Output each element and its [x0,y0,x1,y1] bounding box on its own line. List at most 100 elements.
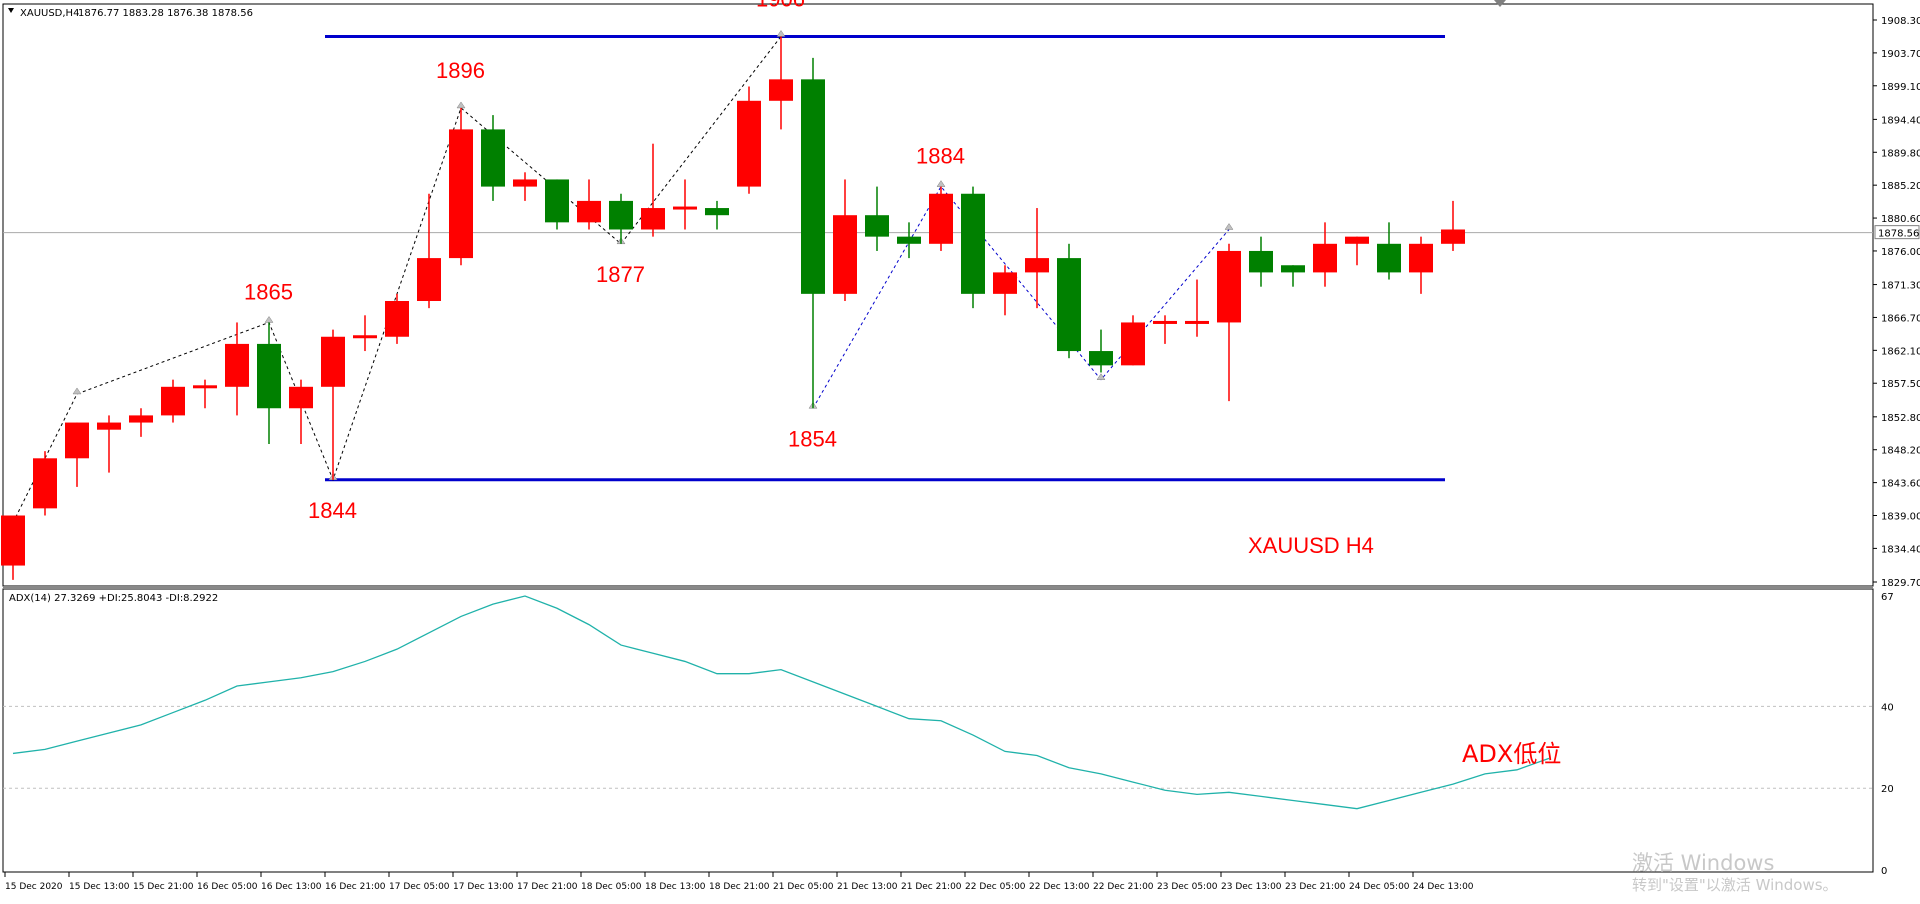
last-price-badge [1874,225,1920,240]
candle-body [833,215,857,294]
candle-body [161,386,185,416]
candle-body [513,179,537,187]
time-axis-label: 22 Dec 21:00 [1093,882,1154,892]
chart-scroll-marker-icon[interactable] [1494,0,1506,7]
time-axis-label: 21 Dec 05:00 [773,882,834,892]
collapse-triangle-icon[interactable] [8,8,14,13]
time-axis-label: 18 Dec 13:00 [645,882,706,892]
price-axis-label: 1857.50 [1881,379,1920,390]
candle-body [1217,250,1241,323]
price-axis-label: 1866.70 [1881,313,1920,324]
last-price-value: 1878.56 [1878,229,1919,240]
swing-price-label: 1865 [244,280,293,305]
time-axis-label: 21 Dec 13:00 [837,882,898,892]
candle-body [1377,243,1401,273]
time-axis-label: 21 Dec 21:00 [901,882,962,892]
windows-activation-hint: 转到"设置"以激活 Windows。 [1632,876,1838,894]
windows-activation-title: 激活 Windows [1632,851,1775,875]
swing-price-label: 1844 [308,498,357,523]
candle-body [1089,351,1113,366]
candle-body [737,100,761,187]
price-axis-label: 1876.00 [1881,247,1920,258]
swing-price-label: 1906 [756,0,805,11]
price-layer: 1865 1896 1906 1884 1877 1844 1854 [1,0,1873,580]
price-axis-label: 1903.70 [1881,49,1920,60]
price-panel-frame [2,3,1874,587]
price-axis-label: 1899.10 [1881,82,1920,93]
time-axis-label: 22 Dec 05:00 [965,882,1026,892]
candle-body [129,415,153,423]
candle-body [673,206,697,210]
candle-body [961,193,985,294]
chart-watermark-symbol: XAUUSD H4 [1248,533,1374,558]
candle-body [609,200,633,230]
candle-body [801,79,825,294]
candle-body [865,215,889,237]
candle-body [1121,322,1145,366]
candle-body [705,208,729,216]
time-axis-label: 16 Dec 05:00 [197,882,258,892]
candle-body [897,236,921,244]
zigzag-vertex-marker [1096,373,1106,380]
adx-layer [3,595,1873,810]
adx-axis-label: 20 [1881,784,1894,795]
candle-body [225,343,249,387]
candle-body [577,200,601,223]
candle-body [1025,258,1049,273]
adx-axis-label: 40 [1881,702,1894,713]
time-axis-label: 22 Dec 13:00 [1029,882,1090,892]
indicator-panel-frame [2,588,1874,873]
candle-body [1249,250,1273,273]
price-axis-label: 1871.30 [1881,281,1920,292]
price-axis-label: 1848.20 [1881,446,1920,457]
price-axis-label: 1908.30 [1881,16,1920,27]
candle-body [417,258,441,301]
price-axis-label: 1829.70 [1881,578,1920,589]
time-axis-label: 17 Dec 21:00 [517,882,578,892]
candle-body [385,301,409,337]
candle-body [1,515,25,566]
candle-body [769,79,793,101]
candle-body [97,422,121,430]
time-axis-label: 17 Dec 05:00 [389,882,450,892]
swing-price-label: 1896 [436,58,485,83]
time-axis-label: 24 Dec 13:00 [1413,882,1474,892]
time-axis-label: 16 Dec 13:00 [261,882,322,892]
price-axis-label: 1834.40 [1881,544,1920,555]
candle-body [1057,258,1081,352]
axis-layer: 1908.30 1903.70 1899.10 1894.40 1889.80 1885.… [4,16,1920,892]
candle-body [449,129,473,259]
candle-body [1281,265,1305,273]
price-axis-label: 1894.40 [1881,115,1920,126]
adx-axis-label: 0 [1881,866,1887,877]
swing-price-label: 1854 [788,426,837,451]
time-axis-label: 18 Dec 21:00 [709,882,770,892]
time-axis-label: 18 Dec 05:00 [581,882,642,892]
candle-body [641,208,665,230]
swing-price-label: 1884 [916,144,965,169]
price-axis-label: 1862.10 [1881,346,1920,357]
price-axis-label: 1885.20 [1881,181,1920,192]
candle-body [993,272,1017,294]
adx-line [12,595,1550,810]
price-axis-label: 1843.60 [1881,479,1920,490]
time-axis-label: 15 Dec 2020 [5,882,63,892]
zigzag-vertex-marker [264,315,274,323]
time-axis-label: 23 Dec 13:00 [1221,882,1282,892]
candle-body [1153,320,1177,324]
zigzag-line-blue [812,185,1230,409]
candle-body [289,386,313,409]
adx-axis-label: 67 [1881,592,1894,603]
candle-body [545,179,569,223]
price-axis-label: 1852.80 [1881,413,1920,424]
time-axis-label: 17 Dec 13:00 [453,882,514,892]
candle-body [33,458,57,509]
chart-symbol-header: XAUUSD,H4 [20,8,79,19]
candle-body [1441,229,1465,244]
candle-body [1345,236,1369,244]
candle-body [321,336,345,387]
time-axis-label: 23 Dec 21:00 [1285,882,1346,892]
candle-body [257,343,281,409]
